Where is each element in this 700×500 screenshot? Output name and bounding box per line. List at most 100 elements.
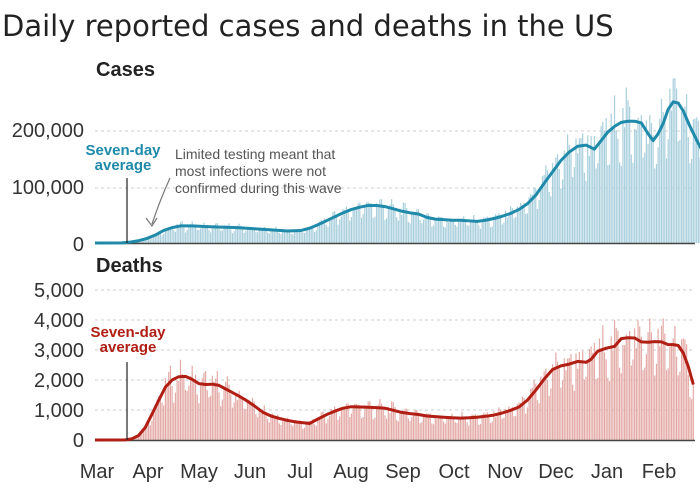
deaths-bar <box>505 408 507 440</box>
annotation-line1: Limited testing meant that <box>175 146 335 162</box>
cases-bar <box>691 158 693 243</box>
deaths-bar <box>318 419 321 440</box>
cases-bar <box>164 231 166 243</box>
cases-bar <box>205 226 207 243</box>
deaths-bar <box>198 403 200 440</box>
deaths-bar <box>580 361 582 440</box>
cases-bar <box>642 157 644 243</box>
xtick-oct: Oct <box>438 461 470 483</box>
cases-bar <box>148 238 150 243</box>
cases-bar <box>308 228 311 243</box>
cases-bar <box>516 206 518 243</box>
cases-bar <box>189 227 192 243</box>
cases-bar <box>622 108 624 243</box>
deaths-y-ticks: 0 1,000 2,000 3,000 4,000 5,000 <box>34 280 84 452</box>
cases-bar <box>561 179 564 243</box>
cases-bar <box>399 208 401 243</box>
cases-bar <box>325 224 327 243</box>
cases-bar <box>402 202 404 243</box>
cases-bar <box>515 217 517 243</box>
deaths-bar <box>154 411 156 440</box>
deaths-bar <box>298 420 301 440</box>
cases-bar <box>696 117 698 243</box>
deaths-bar <box>670 345 673 440</box>
cases-bar <box>334 211 336 243</box>
cases-bar <box>629 106 631 243</box>
cases-bar <box>397 220 399 243</box>
deaths-bar <box>548 395 550 440</box>
cases-bar <box>357 203 359 243</box>
deaths-bar <box>288 422 291 440</box>
deaths-bar <box>332 409 334 440</box>
cases-bar <box>444 227 446 243</box>
cases-bar <box>414 214 416 243</box>
deaths-bar <box>448 418 450 440</box>
cases-bar <box>644 152 646 243</box>
deaths-bar <box>575 353 577 440</box>
deaths-bar <box>476 415 478 440</box>
deaths-bar <box>235 392 237 440</box>
deaths-bar <box>682 338 684 440</box>
cases-bar <box>503 222 505 243</box>
deaths-bar <box>665 370 668 440</box>
deaths-bar <box>350 413 353 440</box>
cases-subtitle: Cases <box>96 59 155 81</box>
cases-bar <box>391 199 393 243</box>
deaths-bar <box>402 413 404 440</box>
cases-bar <box>184 232 187 243</box>
cases-bar <box>297 230 299 243</box>
cases-bar <box>667 139 669 243</box>
cases-bar <box>407 221 410 243</box>
cases-bar <box>494 214 497 243</box>
annotation-arrowhead <box>145 217 158 228</box>
deaths-bar <box>312 419 314 440</box>
deaths-bar <box>365 407 368 440</box>
deaths-bar <box>667 368 669 440</box>
cases-average-label: Seven-day average <box>85 142 161 174</box>
deaths-bar <box>588 348 591 440</box>
deaths-bar <box>417 414 420 440</box>
cases-bar <box>389 204 391 243</box>
cases-bar <box>684 106 686 243</box>
deaths-bar <box>267 418 269 440</box>
cases-bar <box>166 231 168 243</box>
cases-bar <box>657 147 659 243</box>
cases-bar <box>258 228 260 243</box>
deaths-bar <box>354 403 356 440</box>
cases-bar <box>293 231 296 243</box>
deaths-bar <box>240 396 242 440</box>
cases-bar <box>474 222 477 243</box>
deaths-bar <box>602 325 604 440</box>
cases-bar <box>387 208 389 243</box>
deaths-bar <box>573 390 575 440</box>
cases-bar <box>329 220 331 243</box>
cases-bar <box>652 135 654 243</box>
cases-bar <box>578 138 580 243</box>
cases-bar <box>144 238 146 243</box>
cases-bar <box>374 216 376 243</box>
deaths-bar <box>181 373 183 440</box>
cases-bar <box>179 222 182 243</box>
xtick-mar: Mar <box>80 461 115 483</box>
cases-bar <box>267 232 269 243</box>
cases-bar <box>556 154 559 243</box>
cases-bar <box>597 162 599 243</box>
deaths-bar <box>518 402 520 440</box>
cases-bar <box>489 227 492 243</box>
deaths-bar <box>287 417 289 440</box>
cases-bar <box>213 225 215 243</box>
cases-bar <box>650 123 653 243</box>
deaths-bar <box>689 397 691 440</box>
cases-bar <box>525 213 527 243</box>
deaths-bar <box>272 413 274 440</box>
deaths-bar <box>635 348 637 440</box>
deaths-bar <box>692 379 694 440</box>
cases-bar <box>313 232 316 243</box>
deaths-bar <box>387 406 389 440</box>
cases-bar <box>163 233 165 243</box>
cases-bar <box>588 155 591 243</box>
cases-bar <box>659 118 661 243</box>
deaths-bar <box>248 399 250 440</box>
cases-bar <box>216 223 218 243</box>
deaths-bar <box>228 384 230 440</box>
